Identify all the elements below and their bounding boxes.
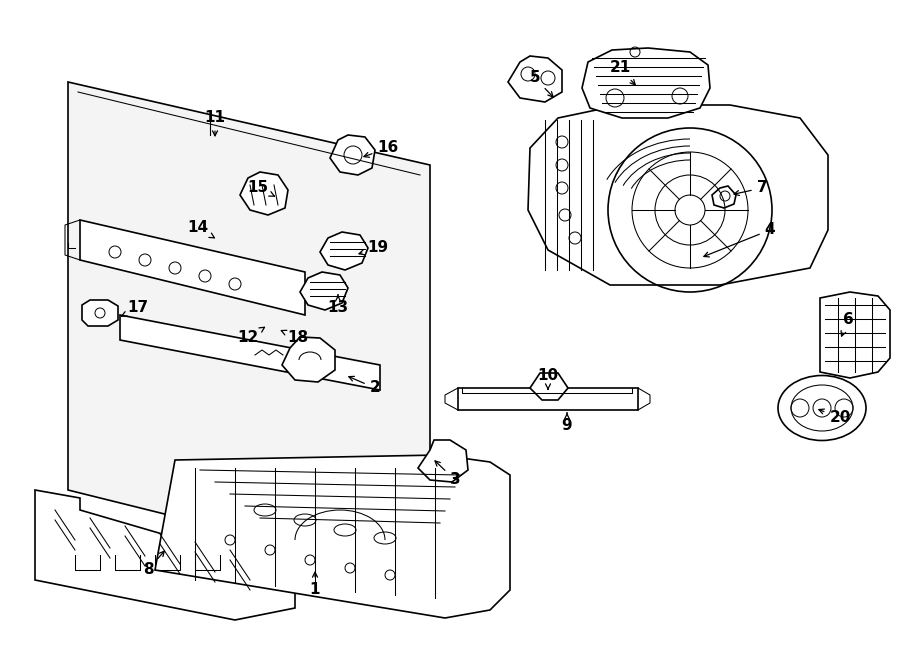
Polygon shape [35,490,295,620]
Polygon shape [712,186,736,208]
Polygon shape [330,135,375,175]
Text: 6: 6 [842,313,853,336]
Polygon shape [240,172,288,215]
Text: 13: 13 [328,295,348,315]
Polygon shape [282,337,335,382]
Polygon shape [458,388,638,410]
Text: 14: 14 [187,221,214,238]
Text: 12: 12 [238,327,265,346]
Text: 7: 7 [734,180,768,196]
Text: 10: 10 [537,368,559,389]
Text: 11: 11 [204,110,226,136]
Text: 21: 21 [609,61,635,85]
Polygon shape [820,292,890,378]
Polygon shape [120,315,380,390]
Polygon shape [528,105,828,285]
Text: 20: 20 [819,409,850,426]
Text: 8: 8 [143,551,165,578]
Polygon shape [80,220,305,315]
Polygon shape [530,373,568,400]
Text: 19: 19 [359,241,389,256]
Polygon shape [508,56,562,102]
Text: 3: 3 [435,461,460,488]
Polygon shape [68,82,430,580]
Polygon shape [155,455,510,618]
Text: 18: 18 [281,330,309,346]
Polygon shape [582,48,710,118]
Text: 4: 4 [704,223,775,257]
Ellipse shape [778,375,866,440]
Polygon shape [320,232,368,270]
Polygon shape [82,300,118,326]
Text: 1: 1 [310,572,320,598]
Polygon shape [300,272,348,310]
Polygon shape [418,440,468,482]
Text: 16: 16 [364,141,399,157]
Text: 5: 5 [530,71,554,97]
Text: 17: 17 [122,301,148,316]
Text: 2: 2 [349,376,381,395]
Text: 15: 15 [248,180,274,196]
Text: 9: 9 [562,413,572,434]
